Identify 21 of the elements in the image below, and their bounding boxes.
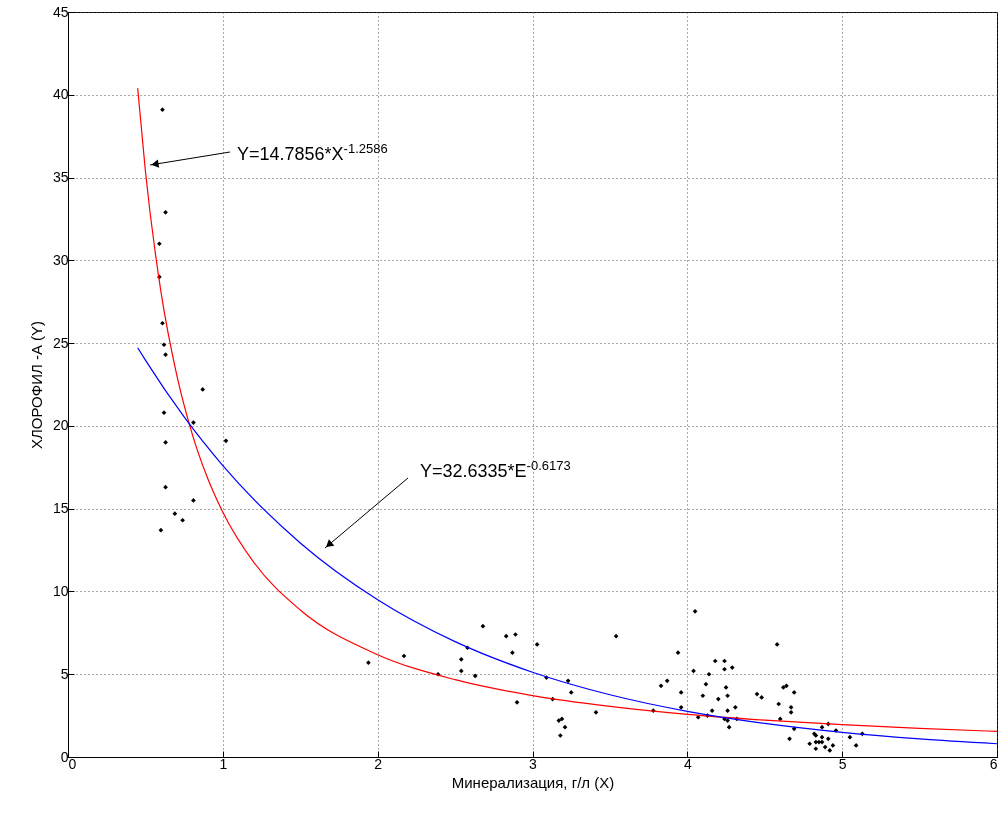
y-tick-label: 40 bbox=[52, 86, 69, 103]
y-tick-label: 35 bbox=[52, 169, 69, 186]
annotation: Y=14.7856*X$^{-1.2586}$ bbox=[237, 140, 388, 164]
y-tick-label: 25 bbox=[52, 334, 69, 351]
line-series bbox=[137, 347, 997, 745]
y-axis-title: ХЛОРОФИЛ -А (Y) bbox=[27, 320, 45, 450]
x-tick-label: 1 bbox=[219, 755, 228, 772]
y-tick-label: 5 bbox=[60, 665, 69, 682]
x-tick-label: 4 bbox=[683, 755, 692, 772]
x-tick-label: 3 bbox=[529, 755, 538, 772]
x-tick-label: 5 bbox=[838, 755, 847, 772]
y-tick-label: 30 bbox=[52, 251, 69, 268]
y-tick-label: 10 bbox=[52, 582, 69, 599]
y-tick-label: 45 bbox=[52, 3, 69, 20]
x-axis-title: Минерализация, г/л (X) bbox=[451, 773, 615, 791]
annotation: Y=32.6335*E$^{-0.6173}$ bbox=[420, 457, 571, 481]
y-tick-label: 20 bbox=[52, 417, 69, 434]
line-series bbox=[137, 87, 997, 732]
x-tick-label: 2 bbox=[374, 755, 383, 772]
y-tick-label: 15 bbox=[52, 500, 69, 517]
x-tick-label: 6 bbox=[989, 755, 998, 772]
